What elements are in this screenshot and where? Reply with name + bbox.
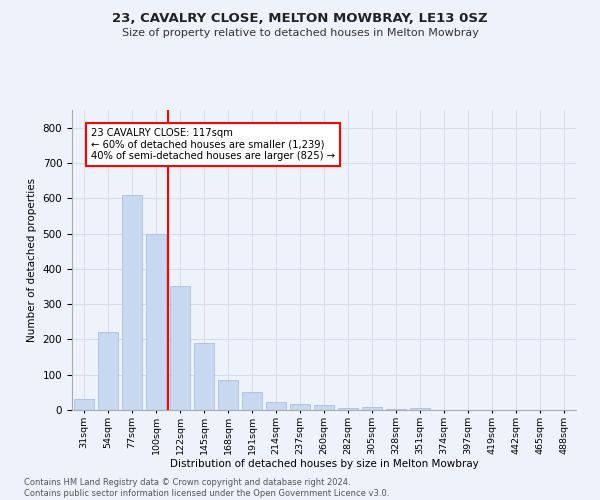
Bar [98,332,118,410]
X-axis label: Distribution of detached houses by size in Melton Mowbray: Distribution of detached houses by size … [170,460,478,469]
Text: 23 CAVALRY CLOSE: 117sqm
← 60% of detached houses are smaller (1,239)
40% of sem: 23 CAVALRY CLOSE: 117sqm ← 60% of detach… [91,128,335,161]
Bar [170,286,190,410]
Bar [338,408,358,410]
Bar [242,392,262,410]
Y-axis label: Number of detached properties: Number of detached properties [27,178,37,342]
Bar [74,400,94,410]
Bar [146,234,166,410]
Bar [290,404,310,410]
Bar [314,404,334,410]
Bar [218,380,238,410]
Text: Contains HM Land Registry data © Crown copyright and database right 2024.
Contai: Contains HM Land Registry data © Crown c… [24,478,389,498]
Bar [362,407,382,410]
Bar [266,402,286,410]
Text: 23, CAVALRY CLOSE, MELTON MOWBRAY, LE13 0SZ: 23, CAVALRY CLOSE, MELTON MOWBRAY, LE13 … [112,12,488,26]
Text: Size of property relative to detached houses in Melton Mowbray: Size of property relative to detached ho… [122,28,478,38]
Bar [194,343,214,410]
Bar [122,194,142,410]
Bar [410,408,430,410]
